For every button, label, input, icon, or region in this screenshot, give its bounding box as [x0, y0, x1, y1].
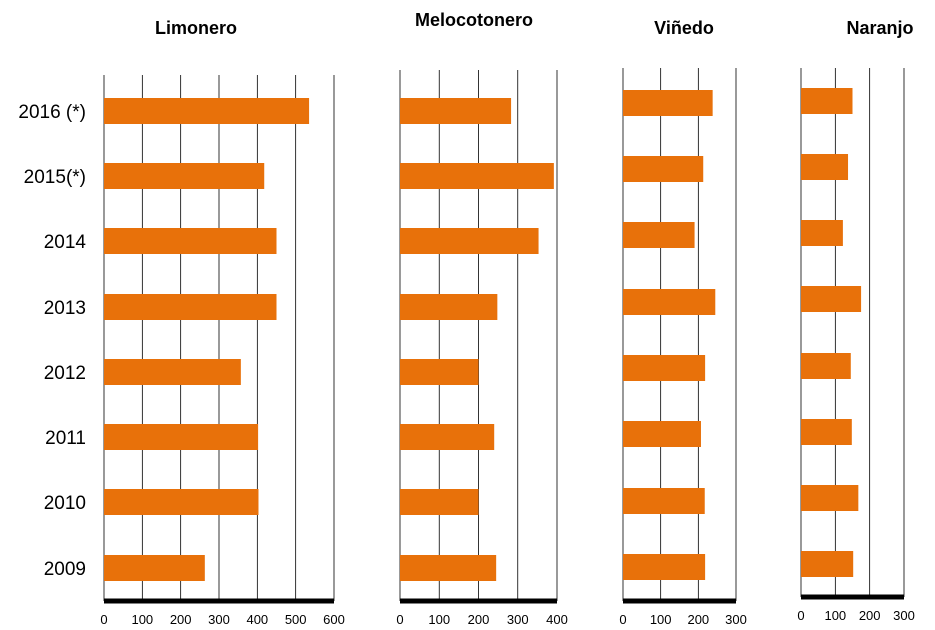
bar: [104, 359, 241, 385]
bar: [801, 353, 851, 379]
bar: [801, 419, 852, 445]
category-label: 2016 (*): [18, 102, 86, 123]
tick-label: 200: [468, 612, 490, 627]
category-label: 2014: [44, 232, 87, 253]
tick-label: 0: [396, 612, 403, 627]
bar: [104, 555, 205, 581]
panel-3: Naranjo 0 100 200 300: [797, 18, 914, 623]
bar: [623, 421, 701, 447]
bar: [400, 424, 495, 450]
bar: [400, 294, 498, 320]
bar: [623, 90, 713, 116]
bar: [400, 163, 554, 189]
tick-label: 0: [797, 608, 804, 623]
bar: [623, 156, 704, 182]
bar: [104, 489, 259, 515]
bar: [104, 294, 277, 320]
bar: [400, 359, 479, 385]
tick-label: 400: [546, 612, 568, 627]
panel-title: Limonero: [155, 18, 237, 38]
bar: [801, 154, 849, 180]
bar: [801, 88, 853, 114]
panel-2: Viñedo 0 100 200 300: [619, 18, 746, 627]
tick-label: 100: [650, 612, 672, 627]
bar: [104, 228, 277, 254]
bar: [801, 551, 854, 577]
bar: [104, 163, 265, 189]
tick-label: 100: [131, 612, 153, 627]
bar: [104, 424, 259, 450]
tick-label: 600: [323, 612, 345, 627]
chart-panels: Limonero 0 100 200 300 400 500 600 Melocotonero 0…: [100, 10, 914, 627]
bar: [623, 289, 716, 315]
category-label: 2015(*): [24, 167, 86, 188]
bar: [623, 488, 705, 514]
panel-0: Limonero 0 100 200 300 400 500 600: [100, 18, 344, 627]
category-label: 2013: [44, 298, 86, 319]
bar: [623, 355, 706, 381]
panel-title: Viñedo: [654, 18, 714, 38]
bar: [400, 98, 512, 124]
tick-label: 100: [428, 612, 450, 627]
tick-label: 300: [893, 608, 915, 623]
category-label: 2011: [45, 428, 86, 449]
category-labels: 2016 (*) 2015(*) 2014 2013 2012 2011 2010 2009: [18, 102, 86, 580]
bar: [623, 222, 695, 248]
category-label: 2012: [44, 363, 86, 384]
bar: [400, 228, 539, 254]
tick-label: 500: [285, 612, 307, 627]
bar: [400, 489, 479, 515]
tick-label: 300: [507, 612, 529, 627]
bar: [623, 554, 706, 580]
bar: [801, 485, 859, 511]
bar: [801, 220, 843, 246]
panel-1: Melocotonero 0 100 200 300 400: [396, 10, 567, 627]
bar: [801, 286, 862, 312]
panel-title: Naranjo: [846, 18, 913, 38]
tick-label: 300: [725, 612, 747, 627]
tick-label: 0: [100, 612, 107, 627]
tick-label: 100: [824, 608, 846, 623]
tick-label: 200: [859, 608, 881, 623]
category-label: 2010: [44, 493, 86, 514]
bar: [400, 555, 497, 581]
tick-label: 400: [246, 612, 268, 627]
tick-label: 0: [619, 612, 626, 627]
tick-label: 200: [170, 612, 192, 627]
tick-label: 200: [687, 612, 709, 627]
category-label: 2009: [44, 559, 86, 580]
bar: [104, 98, 310, 124]
panel-title: Melocotonero: [415, 10, 533, 30]
tick-label: 300: [208, 612, 230, 627]
